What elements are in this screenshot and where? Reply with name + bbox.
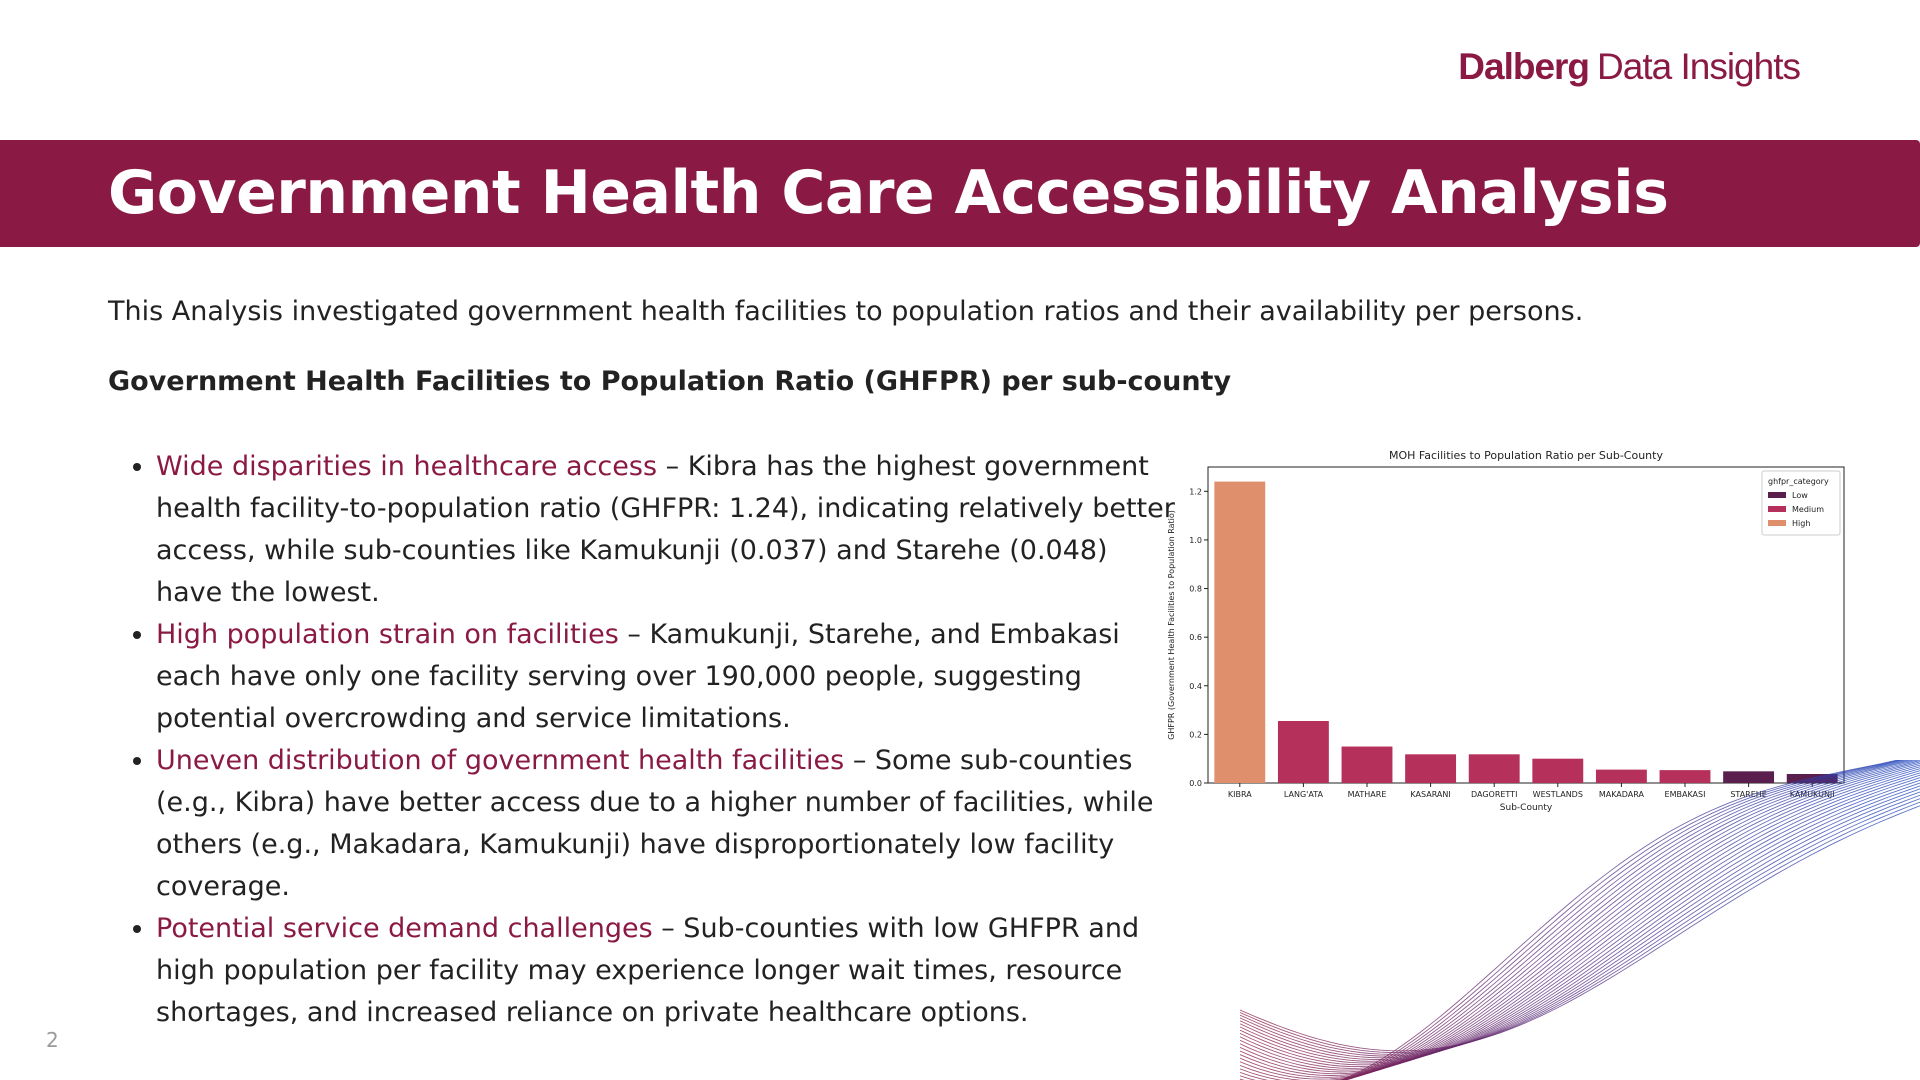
- x-tick-label: DAGORETTI: [1471, 790, 1517, 799]
- legend-swatch: [1768, 506, 1786, 512]
- finding-text: – Kamukunji, Starehe, and Embakasi each …: [156, 619, 1120, 734]
- wave-line: [1341, 760, 1902, 1080]
- wave-line: [1240, 805, 1920, 1052]
- bar-makadara: [1595, 769, 1647, 783]
- page-number: 2: [46, 1028, 59, 1052]
- brand-suffix: Data Insights: [1597, 46, 1801, 87]
- wave-line: [1240, 760, 1916, 1080]
- bar-kasarani: [1405, 754, 1457, 783]
- wave-line: [1240, 761, 1920, 1080]
- y-tick-label: 0.2: [1189, 730, 1202, 739]
- page-title: Government Health Care Accessibility Ana…: [108, 158, 1669, 228]
- x-tick-label: WESTLANDS: [1533, 790, 1583, 799]
- finding-text: – Some sub-counties (e.g., Kibra) have b…: [156, 745, 1154, 902]
- brand-name: Dalberg: [1458, 46, 1590, 87]
- wave-line: [1240, 788, 1920, 1060]
- finding-item: Uneven distribution of government health…: [156, 740, 1182, 908]
- finding-lead: Potential service demand challenges: [156, 913, 653, 944]
- x-tick-label: KIBRA: [1228, 790, 1252, 799]
- x-tick-label: KASARANI: [1410, 790, 1450, 799]
- bar-embakasi: [1659, 770, 1711, 783]
- wave-line: [1240, 770, 1920, 1073]
- y-tick-label: 0.0: [1189, 779, 1202, 788]
- wave-line: [1240, 774, 1920, 1069]
- wave-line: [1240, 798, 1920, 1055]
- finding-lead: High population strain on facilities: [156, 619, 619, 650]
- finding-item: High population strain on facilities – K…: [156, 614, 1182, 740]
- wave-line: [1240, 762, 1920, 1080]
- y-axis-label: GHFPR (Government Health Facilities to P…: [1167, 510, 1176, 740]
- wave-line: [1240, 782, 1920, 1064]
- findings-list: Wide disparities in healthcare access – …: [108, 446, 1182, 1034]
- x-tick-label: EMBAKASI: [1665, 790, 1706, 799]
- bar-westlands: [1532, 758, 1584, 783]
- wave-line: [1240, 777, 1920, 1068]
- y-tick-label: 0.8: [1189, 585, 1202, 594]
- wave-line: [1343, 760, 1905, 1080]
- wave-line: [1240, 766, 1920, 1076]
- wave-line: [1240, 772, 1920, 1071]
- finding-text: – Kibra has the highest government healt…: [156, 451, 1175, 608]
- bar-kibra: [1214, 481, 1266, 783]
- x-axis-label: Sub-County: [1500, 803, 1553, 813]
- wave-line: [1240, 794, 1920, 1057]
- wave-line: [1240, 801, 1920, 1054]
- legend-title: ghfpr_category: [1768, 477, 1829, 486]
- legend-box: [1761, 470, 1841, 536]
- bar-dagoretti: [1468, 754, 1520, 783]
- legend-swatch: [1768, 492, 1786, 498]
- wave-line: [1240, 791, 1920, 1059]
- x-tick-label: STAREHE: [1730, 790, 1767, 799]
- bar-starehe: [1723, 771, 1775, 783]
- x-tick-label: MAKADARA: [1599, 790, 1645, 799]
- wave-line: [1344, 760, 1908, 1080]
- section-subheading: Government Health Facilities to Populati…: [108, 366, 1232, 397]
- legend-entry: Low: [1792, 491, 1808, 500]
- finding-item: Wide disparities in healthcare access – …: [156, 446, 1182, 614]
- x-tick-label: LANG'ATA: [1284, 790, 1324, 799]
- wave-line: [1240, 779, 1920, 1066]
- plot-frame: [1207, 466, 1845, 784]
- bar-mathare: [1341, 746, 1393, 783]
- y-tick-label: 0.6: [1189, 633, 1202, 642]
- wave-line: [1340, 760, 1900, 1080]
- decorative-wave-lines: [1240, 760, 1920, 1080]
- y-tick-label: 1.0: [1189, 536, 1202, 545]
- wave-line: [1240, 768, 1920, 1075]
- y-tick-label: 1.2: [1189, 487, 1202, 496]
- y-tick-label: 0.4: [1189, 682, 1202, 691]
- legend-entry: Medium: [1792, 505, 1824, 514]
- bar-langata: [1277, 721, 1329, 783]
- intro-text: This Analysis investigated government he…: [108, 296, 1584, 327]
- finding-item: Potential service demand challenges – Su…: [156, 908, 1182, 1034]
- x-tick-label: MATHARE: [1348, 790, 1387, 799]
- finding-lead: Wide disparities in healthcare access: [156, 451, 658, 482]
- title-band: Government Health Care Accessibility Ana…: [0, 140, 1920, 247]
- legend-swatch: [1768, 520, 1786, 526]
- ghfpr-bar-chart: MOH Facilities to Population Ratio per S…: [1162, 443, 1880, 823]
- x-tick-label: KAMUKUNJI: [1790, 790, 1835, 799]
- wave-line: [1240, 785, 1920, 1062]
- chart-canvas: MOH Facilities to Population Ratio per S…: [1167, 449, 1845, 813]
- finding-text: – Sub-counties with low GHFPR and high p…: [156, 913, 1140, 1028]
- brand-logo: Dalberg Data Insights: [1458, 46, 1801, 88]
- chart-title: MOH Facilities to Population Ratio per S…: [1389, 449, 1663, 462]
- finding-lead: Uneven distribution of government health…: [156, 745, 845, 776]
- legend-entry: High: [1792, 519, 1810, 528]
